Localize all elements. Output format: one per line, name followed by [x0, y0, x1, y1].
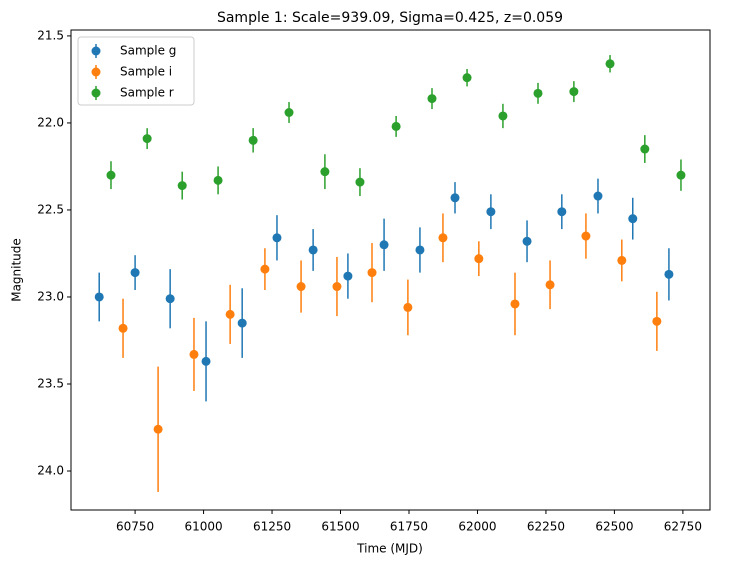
x-tick-label: 62250 — [527, 520, 565, 534]
data-point — [130, 268, 140, 278]
data-point — [617, 255, 627, 265]
data-point — [296, 282, 306, 292]
legend-marker — [91, 67, 101, 77]
data-point — [332, 282, 342, 292]
legend-marker — [91, 46, 101, 56]
data-point — [142, 134, 152, 144]
data-point — [403, 302, 413, 312]
data-point — [581, 231, 591, 241]
data-point — [177, 181, 187, 191]
data-point — [628, 214, 638, 224]
data-point — [557, 207, 567, 217]
x-tick-label: 62500 — [595, 520, 633, 534]
data-point — [522, 236, 532, 246]
data-point — [438, 233, 448, 243]
data-point — [391, 121, 401, 131]
data-point — [676, 170, 686, 180]
legend-marker — [91, 88, 101, 98]
data-point — [510, 299, 520, 309]
data-point — [486, 207, 496, 217]
y-tick-label: 24.0 — [37, 464, 64, 478]
x-tick-label: 62750 — [664, 520, 702, 534]
y-tick-label: 23.5 — [37, 376, 64, 390]
y-tick-label: 21.5 — [37, 28, 64, 42]
data-point — [248, 135, 258, 145]
data-point — [462, 73, 472, 83]
data-point — [284, 107, 294, 117]
legend-label: Sample r — [120, 86, 174, 100]
data-point — [213, 175, 223, 185]
data-point — [474, 254, 484, 264]
data-point — [343, 271, 353, 281]
plot-frame — [70, 29, 711, 511]
x-tick-label: 61000 — [184, 520, 222, 534]
y-tick-label: 22.0 — [37, 115, 64, 129]
data-point — [189, 349, 199, 359]
y-tick-label: 23.0 — [37, 289, 64, 303]
data-point — [427, 94, 437, 104]
data-point — [237, 318, 247, 328]
data-point — [106, 170, 116, 180]
data-point — [664, 269, 674, 279]
data-point — [153, 424, 163, 434]
legend-label: Sample g — [120, 44, 176, 58]
data-point — [308, 245, 318, 255]
data-point — [272, 233, 282, 243]
data-point — [569, 87, 579, 97]
data-point — [498, 111, 508, 121]
data-point — [605, 59, 615, 69]
data-point — [355, 177, 365, 187]
data-point — [450, 193, 460, 203]
y-axis-label: Magnitude — [10, 238, 24, 302]
data-point — [225, 309, 235, 319]
data-point — [640, 144, 650, 154]
x-tick-label: 61750 — [390, 520, 428, 534]
x-axis-label: Time (MJD) — [356, 542, 423, 556]
legend-box — [77, 36, 195, 106]
chart-title: Sample 1: Scale=939.09, Sigma=0.425, z=0… — [217, 10, 563, 26]
data-point — [165, 294, 175, 304]
data-point — [320, 167, 330, 177]
data-point — [260, 264, 270, 274]
data-point — [593, 191, 603, 201]
data-point — [201, 356, 211, 366]
x-tick-label: 60750 — [116, 520, 154, 534]
y-tick-label: 22.5 — [37, 202, 64, 216]
x-tick-label: 62000 — [458, 520, 496, 534]
legend-label: Sample i — [120, 65, 172, 79]
data-point — [545, 280, 555, 290]
x-tick-label: 61500 — [321, 520, 359, 534]
data-point — [533, 88, 543, 98]
data-point — [652, 316, 662, 326]
data-point — [415, 245, 425, 255]
data-point — [118, 323, 128, 333]
data-point — [379, 240, 389, 250]
data-point — [94, 292, 104, 302]
x-tick-label: 61250 — [253, 520, 291, 534]
data-point — [367, 268, 377, 278]
